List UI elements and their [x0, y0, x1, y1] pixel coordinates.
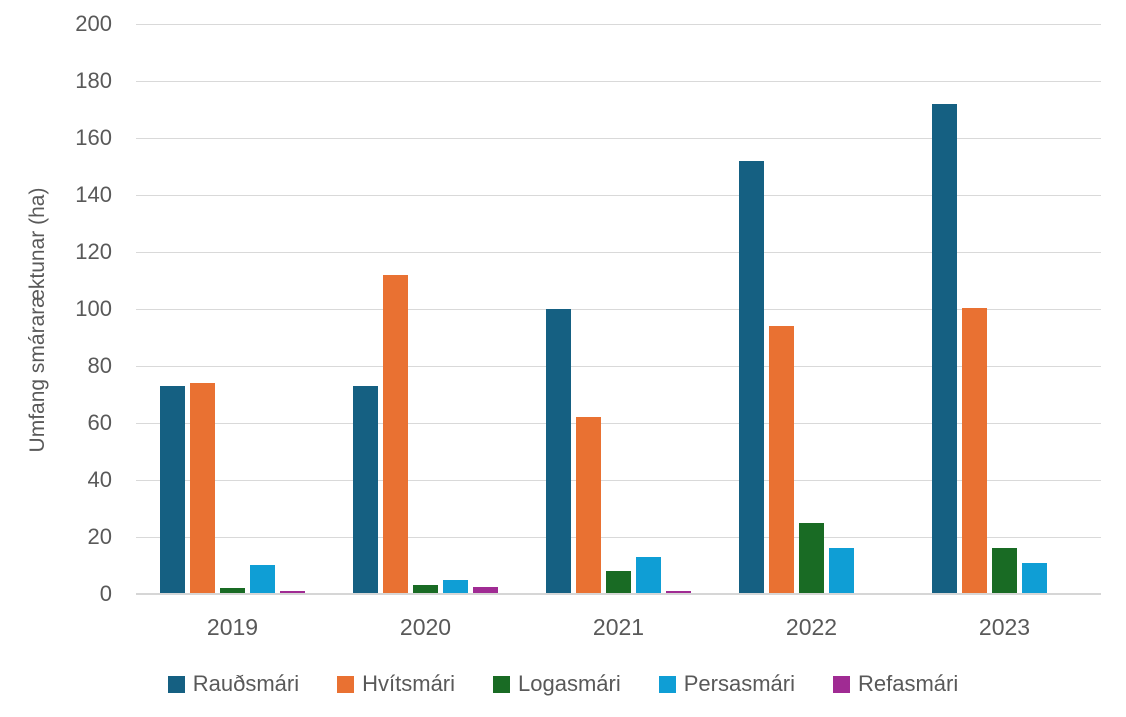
bar-logasmari [799, 523, 824, 594]
legend-label: Logasmári [518, 671, 621, 696]
bar-group-2023 [908, 24, 1101, 594]
y-tick-label: 160 [75, 125, 112, 150]
bar-logasmari [606, 571, 631, 594]
bar-persasmari [1022, 563, 1047, 594]
gridline [136, 138, 1101, 139]
legend-label: Persasmári [683, 671, 795, 696]
y-tick-label: 80 [87, 353, 112, 378]
legend-label: Refasmári [857, 671, 959, 696]
bar-logasmari [220, 588, 245, 594]
bar-refasmari [280, 591, 305, 594]
legend-item-raudsmari: Rauðsmári [167, 671, 300, 697]
y-tick-label: 0 [99, 581, 112, 606]
bar-persasmari [443, 580, 468, 594]
plot-area [136, 24, 1101, 595]
y-tick-label: 140 [75, 182, 112, 207]
legend-item-persasmari: Persasmári [658, 671, 795, 697]
legend-swatch-icon [832, 675, 850, 693]
bar-persasmari [250, 565, 275, 594]
gridline [136, 81, 1101, 82]
x-axis-line [136, 593, 1101, 595]
legend-item-hvitsmari: Hvítsmári [337, 671, 455, 697]
bar-raudsmari [546, 309, 571, 594]
x-tick-label: 2023 [978, 614, 1031, 640]
bar-group-2019 [136, 24, 329, 594]
bar-logasmari [413, 585, 438, 594]
legend-swatch-icon [167, 675, 185, 693]
bar-hvitsmari [190, 383, 215, 594]
x-tick-label: 2020 [399, 614, 452, 640]
bar-raudsmari [739, 161, 764, 594]
bar-group-2020 [329, 24, 522, 594]
bar-raudsmari [932, 104, 957, 594]
bar-group-2021 [522, 24, 715, 594]
y-tick-label: 20 [87, 524, 112, 549]
bar-raudsmari [160, 386, 185, 594]
legend-label: Rauðsmári [192, 671, 300, 696]
legend-swatch-icon [658, 675, 676, 693]
gridline [136, 24, 1101, 25]
legend-item-refasmari: Refasmári [832, 671, 959, 697]
legend-swatch-icon [337, 675, 355, 693]
legend: Rauðsmári Hvítsmári Logasmári Persasmári Ref… [0, 666, 1126, 702]
bar-logasmari [992, 548, 1017, 594]
y-tick-label: 40 [87, 467, 112, 492]
bar-group-2022 [715, 24, 908, 594]
y-tick-label: 200 [75, 11, 112, 36]
x-tick-label: 2022 [785, 614, 838, 640]
gridline [136, 195, 1101, 196]
gridline [136, 537, 1101, 538]
x-tick-label: 2021 [592, 614, 645, 640]
legend-item-logasmari: Logasmári [493, 671, 621, 697]
bar-hvitsmari [383, 275, 408, 594]
x-tick-label: 2019 [206, 614, 259, 640]
bar-persasmari [636, 557, 661, 594]
bar-raudsmari [353, 386, 378, 594]
gridline [136, 366, 1101, 367]
bar-hvitsmari [962, 308, 987, 594]
bar-refasmari [666, 591, 691, 594]
gridline [136, 480, 1101, 481]
y-tick-label: 60 [87, 410, 112, 435]
y-tick-label: 100 [75, 296, 112, 321]
bar-hvitsmari [576, 417, 601, 594]
gridline [136, 252, 1101, 253]
legend-label: Hvítsmári [362, 671, 456, 696]
bar-hvitsmari [769, 326, 794, 594]
legend-swatch-icon [493, 675, 511, 693]
bar-persasmari [829, 548, 854, 594]
gridline [136, 309, 1101, 310]
bar-refasmari [473, 587, 498, 594]
y-tick-label: 120 [75, 239, 112, 264]
y-tick-label: 180 [75, 68, 112, 93]
gridline [136, 423, 1101, 424]
